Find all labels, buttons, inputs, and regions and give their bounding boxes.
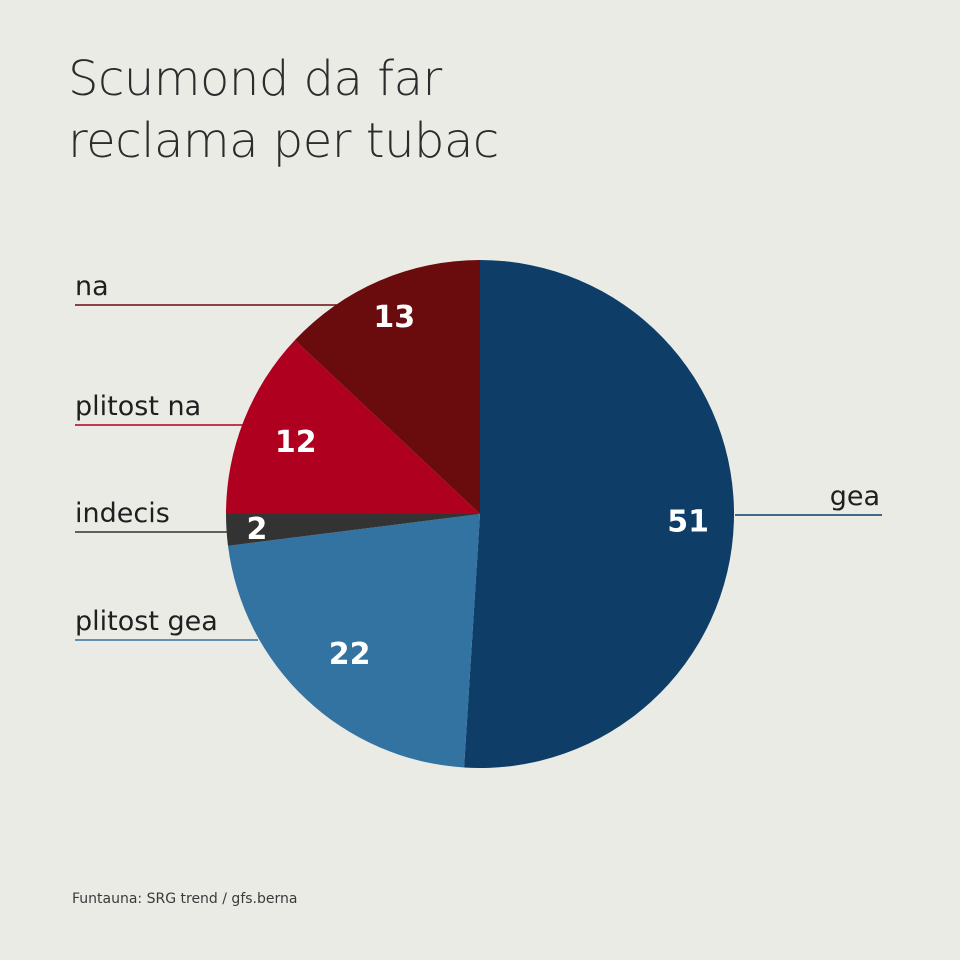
chart-title: Scumond da far reclama per tubac: [68, 48, 499, 172]
chart-title-line-2: reclama per tubac: [68, 113, 499, 169]
value-label-plitost-gea: 22: [329, 637, 371, 672]
category-label-na: na: [75, 271, 109, 302]
chart-title-line-1: Scumond da far: [68, 51, 442, 107]
category-label-plitost-na: plitost na: [75, 391, 201, 422]
pie-slice-indecis: [226, 514, 480, 546]
source-note: Funtauna: SRG trend / gfs.berna: [72, 891, 298, 907]
category-label-plitost-gea: plitost gea: [75, 606, 218, 637]
value-label-gea: 51: [667, 505, 709, 540]
pie-slice-plitost-na: [226, 340, 480, 514]
value-label-na: 13: [373, 300, 415, 335]
value-label-indecis: 2: [246, 512, 267, 547]
category-label-indecis: indecis: [75, 498, 170, 529]
category-label-gea: gea: [830, 481, 880, 512]
pie-slice-gea: [464, 260, 735, 769]
value-label-plitost-na: 12: [275, 425, 317, 460]
pie-slice-na: [294, 260, 480, 514]
pie-slice-plitost-gea: [228, 514, 480, 768]
